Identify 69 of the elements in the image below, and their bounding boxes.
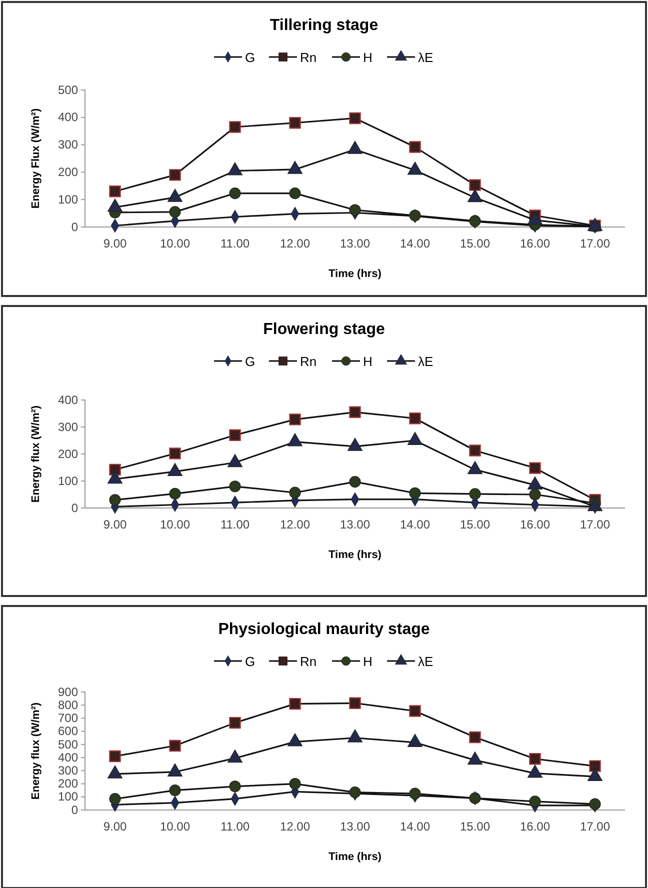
x-axis-title: Time (hrs) [328, 268, 382, 280]
y-tick-label: 500 [58, 737, 78, 752]
legend-label: Rn [300, 654, 317, 669]
y-tick-label: 500 [58, 82, 78, 97]
x-tick-label: 10.00 [160, 820, 190, 834]
y-tick-label: 100 [58, 474, 78, 488]
y-tick-label: 400 [58, 750, 78, 764]
legend-label: λE [418, 654, 434, 669]
x-tick-label: 17.00 [580, 236, 610, 251]
y-tick-label: 300 [58, 764, 78, 778]
legend-label: G [245, 50, 256, 65]
x-tick-label: 15.00 [460, 820, 490, 834]
y-tick-label: 900 [58, 684, 78, 699]
y-tick-label: 700 [58, 711, 78, 726]
x-tick-label: 12.00 [280, 518, 310, 532]
legend-label: G [245, 654, 256, 669]
x-tick-label: 14.00 [400, 518, 430, 532]
y-tick-label: 0 [71, 220, 78, 234]
x-axis-title: Time (hrs) [328, 851, 382, 863]
y-axis-title: Energy flux (W/m²) [30, 702, 42, 800]
legend-label: λE [418, 50, 434, 65]
legend-label: H [363, 50, 372, 65]
y-tick-label: 100 [58, 790, 78, 804]
x-tick-label: 15.00 [460, 518, 490, 532]
x-tick-label: 14.00 [400, 236, 430, 251]
x-tick-label: 9.00 [103, 820, 127, 834]
x-tick-label: 15.00 [460, 236, 490, 251]
chart-title: Flowering stage [263, 321, 385, 338]
y-tick-label: 200 [58, 776, 78, 791]
chart-title: Tillering stage [270, 17, 378, 34]
y-tick-label: 300 [58, 138, 78, 152]
y-tick-label: 400 [58, 392, 78, 407]
legend-label: G [245, 354, 256, 369]
x-tick-label: 13.00 [340, 820, 370, 834]
x-tick-label: 9.00 [103, 518, 127, 532]
y-tick-label: 200 [58, 446, 78, 461]
x-tick-label: 17.00 [580, 820, 610, 834]
y-axis-title: Energy Flux (W/m²) [30, 108, 42, 209]
x-axis-title: Time (hrs) [328, 549, 382, 561]
y-tick-label: 600 [58, 724, 78, 738]
x-tick-label: 16.00 [520, 236, 550, 251]
x-tick-label: 13.00 [340, 236, 370, 251]
y-tick-label: 0 [71, 500, 78, 515]
x-tick-label: 16.00 [520, 518, 550, 532]
x-tick-label: 12.00 [280, 820, 310, 834]
y-tick-label: 200 [58, 165, 78, 180]
x-tick-label: 11.00 [220, 820, 250, 834]
x-tick-label: 17.00 [580, 518, 610, 532]
y-tick-label: 800 [58, 698, 78, 712]
x-tick-label: 11.00 [220, 518, 250, 532]
x-tick-label: 10.00 [160, 236, 190, 251]
y-tick-label: 300 [58, 420, 78, 434]
y-tick-label: 400 [58, 110, 78, 124]
x-tick-label: 16.00 [520, 820, 550, 834]
x-tick-label: 14.00 [400, 820, 430, 834]
legend-label: λE [418, 354, 434, 369]
legend-label: Rn [300, 50, 317, 65]
x-tick-label: 9.00 [103, 236, 127, 251]
y-tick-label: 0 [71, 802, 78, 817]
x-tick-label: 11.00 [220, 236, 250, 251]
legend-label: H [363, 654, 372, 669]
y-tick-label: 100 [58, 192, 78, 206]
chart-title: Physiological maurity stage [218, 621, 430, 638]
x-tick-label: 13.00 [340, 518, 370, 532]
x-tick-label: 10.00 [160, 518, 190, 532]
legend-label: H [363, 354, 372, 369]
x-tick-label: 12.00 [280, 236, 310, 251]
y-axis-title: Energy flux (W/m²) [30, 405, 42, 503]
legend-label: Rn [300, 354, 317, 369]
